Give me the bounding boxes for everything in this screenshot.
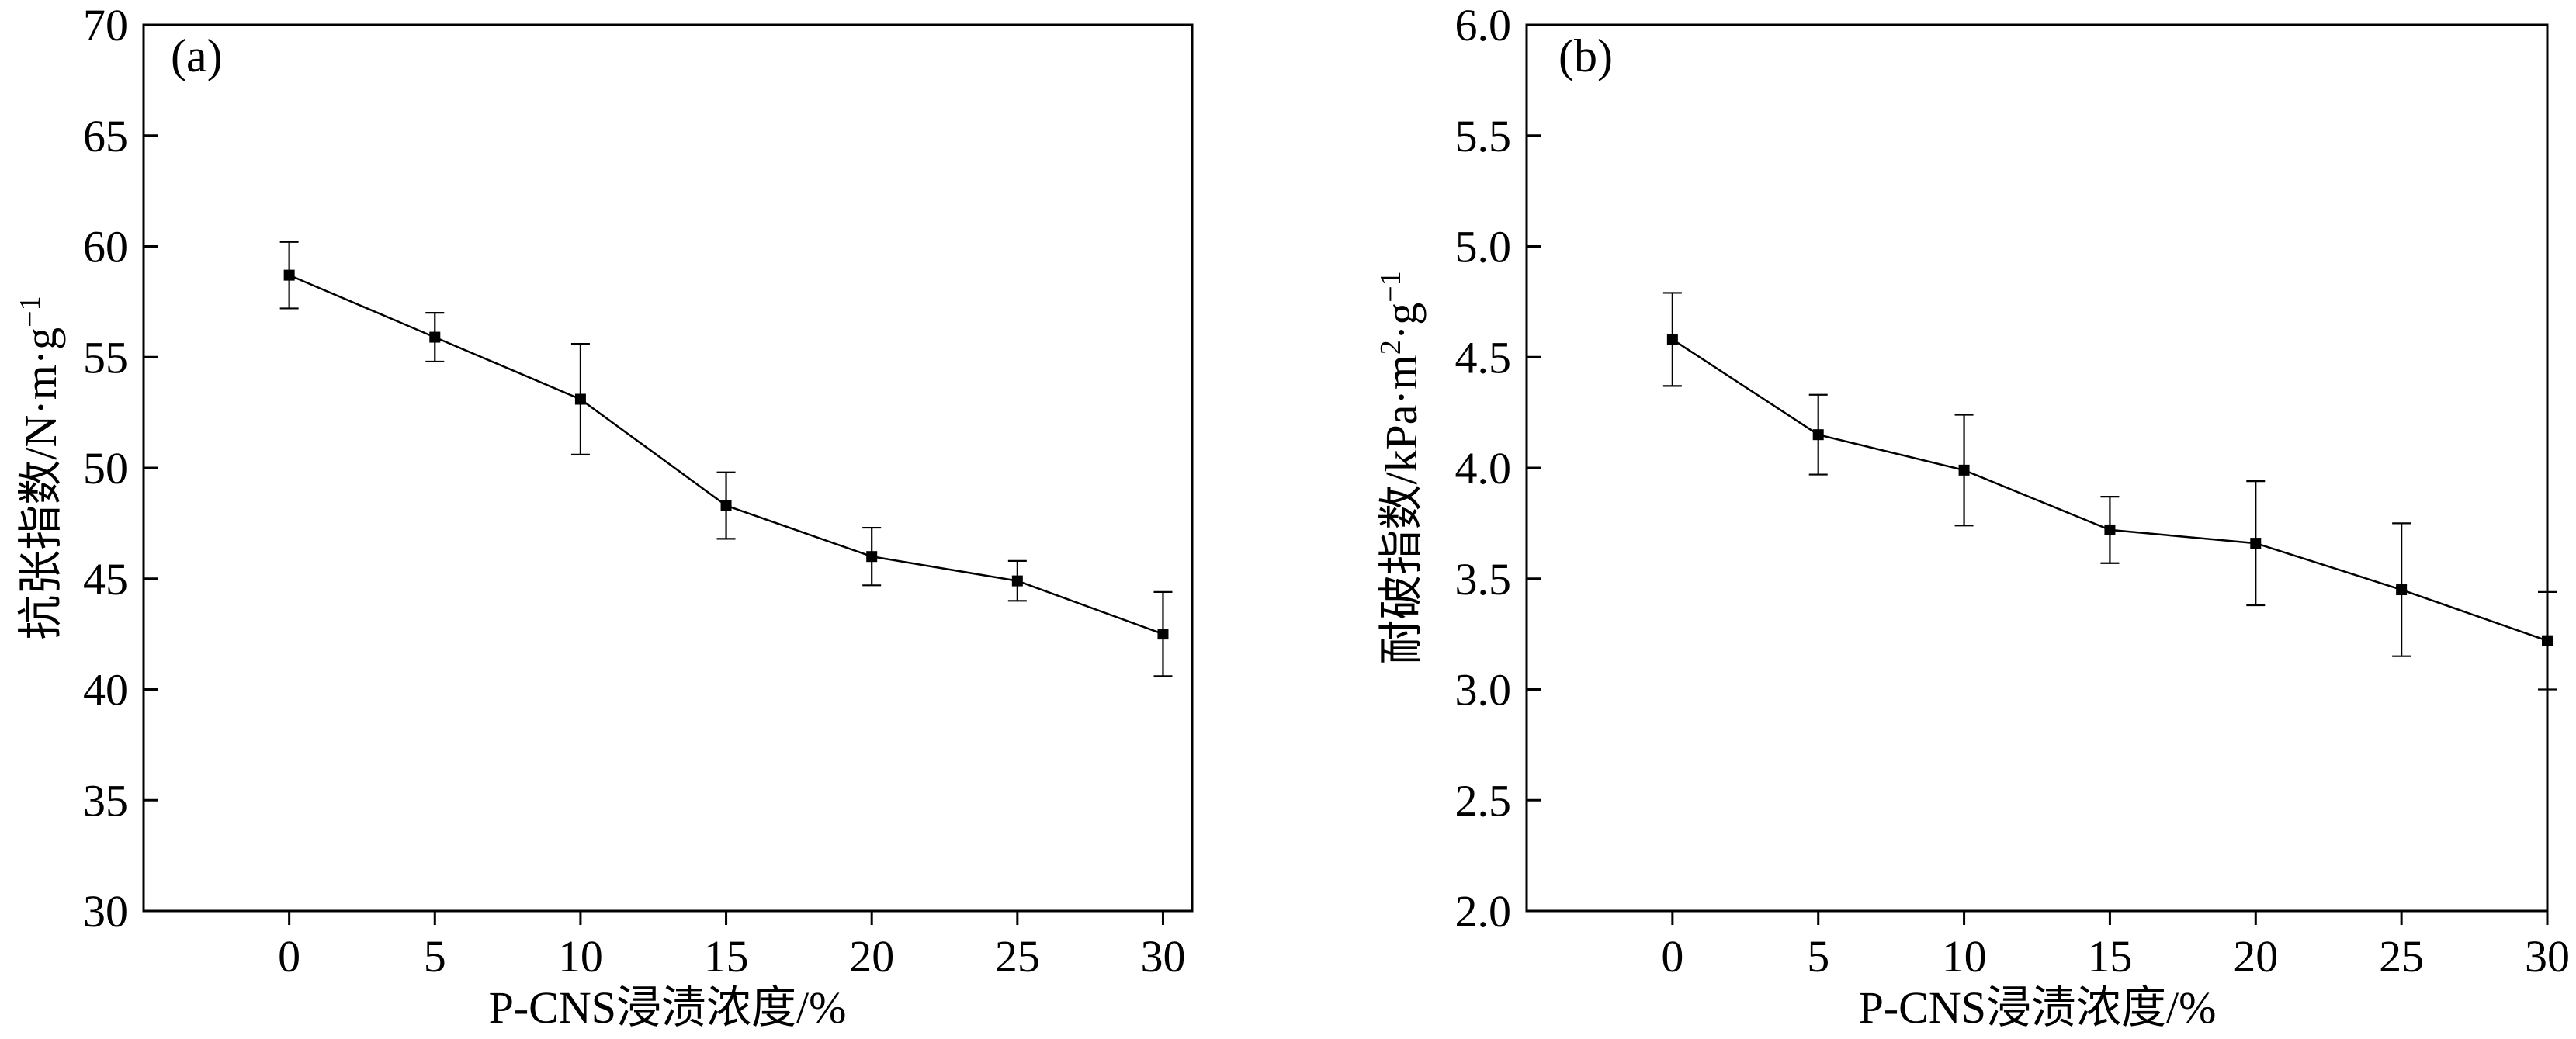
panel-label: (a) <box>171 30 223 81</box>
y-axis-title-main: 抗张指数/N·m·g <box>16 327 66 640</box>
x-axis-title: P-CNS浸渍浓度/% <box>1859 982 2217 1033</box>
y-tick-label: 2.0 <box>1455 886 1512 937</box>
data-point <box>2396 584 2408 596</box>
data-markers <box>283 269 1169 640</box>
chart-panel-a: 0 5 10 15 20 25 30 30 35 40 45 50 55 60 65 70 (a) P-CN… <box>14 0 1194 1033</box>
y-tick-label: 30 <box>83 886 128 937</box>
y-axis-title-mid: ·g <box>1376 303 1427 340</box>
series-line <box>289 274 1163 636</box>
data-point <box>429 331 441 343</box>
error-bars <box>1662 292 2557 691</box>
error-bars <box>279 241 1173 677</box>
data-point <box>1011 575 1023 587</box>
data-markers <box>1666 334 2553 646</box>
data-point <box>283 269 295 281</box>
panel-label: (b) <box>1558 30 1613 81</box>
y-axis-title-sup2: −1 <box>1375 271 1407 302</box>
y-tick-label: 45 <box>83 554 128 604</box>
data-point <box>2542 635 2553 646</box>
x-tick-label: 25 <box>995 931 1040 982</box>
data-point <box>574 393 586 405</box>
x-tick-label: 20 <box>849 931 894 982</box>
x-tick-label: 30 <box>2525 931 2570 982</box>
data-point <box>720 500 732 511</box>
y-axis-ticks: 2.0 2.5 3.0 3.5 4.0 4.5 5.0 5.5 6.0 <box>1455 0 1541 937</box>
x-tick-label: 10 <box>558 931 603 982</box>
y-axis-title-sup: −1 <box>14 296 47 327</box>
x-tick-label: 0 <box>1661 931 1683 982</box>
data-point <box>2104 524 2116 535</box>
y-axis-title: 耐破指数/kPa·m2·g−1 <box>1375 271 1427 664</box>
y-tick-label: 2.5 <box>1455 775 1512 826</box>
y-tick-label: 40 <box>83 665 128 715</box>
x-tick-label: 25 <box>2379 931 2424 982</box>
y-tick-label: 35 <box>83 775 128 826</box>
x-tick-label: 5 <box>424 931 446 982</box>
data-point <box>866 551 878 563</box>
chart-panel-b: 0 5 10 15 20 25 30 2.0 2.5 3.0 3.5 4.0 4.5 5.0 5.5 6.0… <box>1375 0 2570 1033</box>
y-tick-label: 6.0 <box>1455 0 1512 50</box>
y-axis-title-main: 耐破指数/kPa·m <box>1376 355 1427 665</box>
data-point <box>1157 629 1169 640</box>
y-tick-label: 65 <box>83 111 128 161</box>
x-tick-label: 0 <box>278 931 300 982</box>
data-point <box>1812 429 1824 441</box>
x-tick-label: 15 <box>2087 931 2132 982</box>
y-tick-label: 3.5 <box>1455 554 1512 604</box>
y-tick-label: 3.0 <box>1455 665 1512 715</box>
y-tick-label: 4.0 <box>1455 443 1512 494</box>
data-point <box>2250 538 2262 549</box>
y-tick-label: 50 <box>83 443 128 494</box>
y-tick-label: 5.5 <box>1455 111 1512 161</box>
y-axis-title: 抗张指数/N·m·g−1 <box>14 296 66 639</box>
x-tick-label: 15 <box>704 931 749 982</box>
y-tick-label: 70 <box>83 0 128 50</box>
series-line <box>1672 338 2548 642</box>
data-point <box>1958 464 1970 476</box>
x-tick-label: 10 <box>1942 931 1987 982</box>
y-tick-label: 55 <box>83 332 128 383</box>
y-axis-ticks: 30 35 40 45 50 55 60 65 70 <box>83 0 158 937</box>
x-axis-ticks: 0 5 10 15 20 25 30 <box>1661 911 2570 982</box>
x-tick-label: 30 <box>1140 931 1185 982</box>
y-tick-label: 4.5 <box>1455 332 1512 383</box>
data-point <box>1666 334 1678 345</box>
x-axis-title: P-CNS浸渍浓度/% <box>489 982 847 1033</box>
plot-frame <box>1525 23 2549 913</box>
y-axis-title-sup1: 2 <box>1375 340 1407 355</box>
y-tick-label: 5.0 <box>1455 222 1512 272</box>
y-tick-label: 60 <box>83 222 128 272</box>
x-axis-ticks: 0 5 10 15 20 25 30 <box>278 911 1185 982</box>
x-tick-label: 20 <box>2233 931 2278 982</box>
x-tick-label: 5 <box>1807 931 1829 982</box>
plot-frame <box>142 23 1194 913</box>
